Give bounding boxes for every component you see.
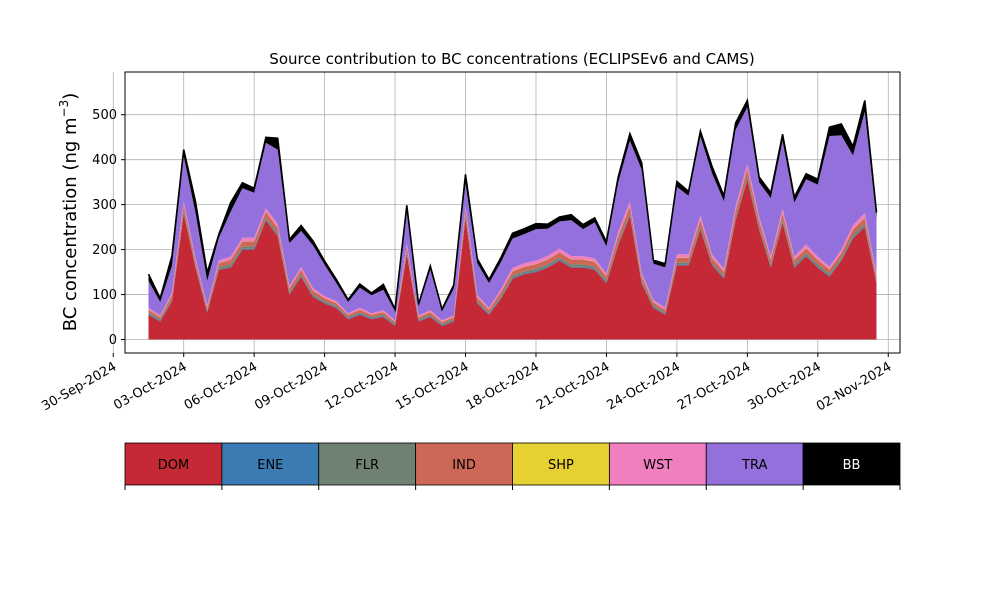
x-tick-label: 18-Oct-2024	[464, 359, 542, 413]
legend-label-ene: ENE	[257, 458, 283, 473]
legend-label-flr: FLR	[355, 458, 379, 473]
legend-label-wst: WST	[643, 458, 672, 473]
x-tick-label: 30-Oct-2024	[745, 359, 823, 413]
colorbar-legend: DOM ENE FLR IND SHP WST TRA BB	[124, 442, 901, 490]
legend-swatch-tra	[705, 442, 804, 486]
stacked-areas	[148, 100, 877, 340]
legend-label-dom: DOM	[158, 458, 189, 473]
x-tick-label: 06-Oct-2024	[182, 359, 260, 413]
y-tick-label: 300	[92, 198, 117, 213]
total-line	[147, 97, 878, 313]
y-tick-label: 200	[92, 243, 117, 258]
x-tick-label: 30-Sep-2024	[39, 359, 119, 414]
y-axis-label: BC concentration (ng m−3)	[57, 93, 81, 332]
x-tick-label: 15-Oct-2024	[393, 359, 471, 413]
plot-frame	[124, 71, 901, 354]
legend-label-bb: BB	[843, 458, 861, 473]
x-tick-label: 09-Oct-2024	[252, 359, 330, 413]
x-tick-label: 12-Oct-2024	[323, 359, 401, 413]
x-axis-ticks: 30-Sep-202403-Oct-202406-Oct-202409-Oct-…	[39, 353, 894, 414]
x-tick-label: 24-Oct-2024	[605, 359, 683, 413]
y-axis-ticks: 0 100 200 300 400 500	[92, 108, 125, 348]
legend-swatch-dom	[124, 442, 223, 486]
y-tick-label: 500	[92, 108, 117, 123]
y-tick-label: 400	[92, 153, 117, 168]
x-tick-label: 27-Oct-2024	[675, 359, 753, 413]
legend-swatch-shp	[512, 442, 610, 486]
total-line-layer	[147, 97, 878, 313]
legend-label-ind: IND	[452, 458, 476, 473]
legend-swatch-flr	[318, 442, 417, 486]
legend-swatch-bb	[802, 442, 901, 486]
legend-label-tra: TRA	[741, 458, 767, 473]
chart-title: Source contribution to BC concentrations…	[269, 50, 754, 68]
x-tick-label: 21-Oct-2024	[534, 359, 612, 413]
legend-swatch-ind	[415, 442, 513, 486]
legend-label-shp: SHP	[548, 458, 574, 473]
y-tick-label: 0	[109, 333, 117, 348]
area-dom	[148, 179, 877, 340]
y-tick-label: 100	[92, 288, 117, 303]
area-tra	[148, 107, 877, 321]
x-tick-label: 02-Nov-2024	[814, 359, 894, 414]
x-tick-label: 03-Oct-2024	[111, 359, 189, 413]
